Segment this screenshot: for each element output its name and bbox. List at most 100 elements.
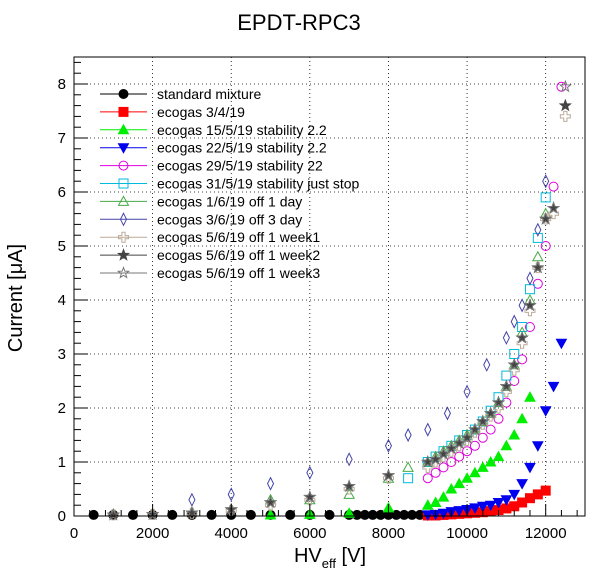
series-8 <box>188 174 550 507</box>
data-point <box>517 354 528 365</box>
data-point <box>468 422 482 436</box>
data-point <box>227 487 235 502</box>
data-point <box>106 507 120 521</box>
series-4 <box>421 338 568 521</box>
legend-marker <box>118 178 129 189</box>
data-point <box>345 452 353 467</box>
x-axis-label: HVeff [V] <box>294 545 366 571</box>
y-tick-label: 8 <box>58 76 66 93</box>
data-point <box>502 330 510 345</box>
data-point <box>430 467 441 478</box>
data-points <box>88 79 572 521</box>
data-point <box>404 427 412 443</box>
data-point <box>462 446 473 457</box>
data-point <box>436 446 451 460</box>
x-tick-label: 4000 <box>215 525 248 542</box>
data-point <box>263 495 278 509</box>
legend-label: ecogas 15/5/19 stability 2.2 <box>157 122 327 138</box>
legend-label: ecogas 5/6/19 off 1 week2 <box>157 247 320 263</box>
y-tick-label: 2 <box>58 400 66 417</box>
y-axis-label: Current [μA] <box>5 244 27 352</box>
legend-entry: ecogas 15/5/19 stability 2.2 <box>100 122 327 138</box>
data-point <box>264 508 277 520</box>
data-point <box>485 424 496 435</box>
data-point <box>531 250 544 262</box>
data-point <box>469 466 481 478</box>
data-point <box>444 441 458 455</box>
legend-label: ecogas 3/4/19 <box>157 104 245 120</box>
y-tick-label: 1 <box>58 454 66 471</box>
data-point <box>303 490 317 503</box>
legend-marker <box>116 248 131 261</box>
data-point <box>556 81 567 92</box>
x-tick-label: 0 <box>70 525 78 542</box>
data-point <box>342 479 356 492</box>
data-point <box>167 509 178 520</box>
data-point <box>516 479 528 490</box>
data-point <box>429 452 443 465</box>
data-point <box>403 473 414 484</box>
axes: 0 2000 4000 6000 8000 10000 12000 0 1 2 3 4 5 6 7 8 <box>58 61 578 542</box>
data-point <box>515 330 529 344</box>
legend-label: ecogas 1/6/19 off 1 day <box>157 193 302 209</box>
legend-entry: ecogas 3/4/19 <box>100 104 245 120</box>
plot-frame <box>73 56 586 517</box>
data-point <box>402 461 414 472</box>
series-5 <box>422 81 567 484</box>
data-point <box>532 232 543 243</box>
x-axis-label-main: HV <box>294 545 322 567</box>
data-point <box>343 488 356 499</box>
legend-entry: ecogas 1/6/19 off 1 day <box>100 193 302 209</box>
data-point <box>508 428 521 440</box>
data-point <box>476 461 489 472</box>
legend-entry: ecogas 31/5/19 stability just stop <box>100 176 360 192</box>
data-point <box>540 192 551 203</box>
data-point <box>547 381 560 393</box>
data-point <box>510 314 518 329</box>
x-tick-label: 12000 <box>525 525 567 542</box>
data-point <box>555 338 568 350</box>
data-point <box>518 298 526 313</box>
data-point <box>421 455 435 468</box>
data-point <box>507 357 521 371</box>
legend-entry: ecogas 5/6/19 off 1 week3 <box>100 265 320 281</box>
legend-entry: ecogas 22/5/19 stability 2.2 <box>100 140 327 156</box>
x-tick-label: 2000 <box>136 525 169 542</box>
y-tick-label: 3 <box>58 346 66 363</box>
legend-marker <box>118 106 129 117</box>
data-point <box>422 473 433 484</box>
legend-entry: ecogas 5/6/19 off 1 week1 <box>100 229 320 245</box>
legend-marker <box>116 266 131 279</box>
data-point <box>452 436 466 449</box>
data-point <box>558 79 572 93</box>
data-point <box>499 379 513 393</box>
data-point <box>524 391 536 402</box>
legend-entry: ecogas 3/6/19 off 3 day <box>100 211 302 227</box>
data-point <box>558 98 572 112</box>
legend: standard mixture ecogas 3/4/19 ecogas 15/5… <box>100 86 360 281</box>
x-tick-label: 8000 <box>372 525 405 542</box>
legend-label: standard mixture <box>157 86 261 102</box>
data-point <box>539 406 552 417</box>
series-6 <box>403 192 551 484</box>
data-point <box>539 212 553 225</box>
data-point <box>206 509 217 520</box>
data-point <box>484 500 497 512</box>
x-axis-label-unit: [V] <box>336 545 366 567</box>
data-point <box>500 439 513 451</box>
data-point <box>343 507 356 518</box>
data-point <box>531 441 544 452</box>
legend-entry: ecogas 5/6/19 off 1 week2 <box>100 247 320 263</box>
legend-marker <box>117 143 130 154</box>
series-3 <box>264 391 536 520</box>
data-point <box>546 201 561 214</box>
data-point <box>523 298 537 312</box>
data-point <box>454 451 465 462</box>
data-point <box>524 462 536 474</box>
data-point <box>453 506 466 517</box>
data-point <box>492 498 505 509</box>
legend-entry: ecogas 29/5/19 stability 22 <box>100 158 323 174</box>
legend-label: ecogas 29/5/19 stability 22 <box>157 158 323 174</box>
data-point <box>127 509 138 520</box>
y-tick-label: 0 <box>58 508 66 525</box>
